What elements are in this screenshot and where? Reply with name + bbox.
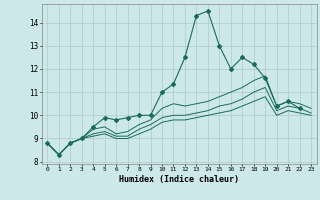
X-axis label: Humidex (Indice chaleur): Humidex (Indice chaleur) xyxy=(119,175,239,184)
